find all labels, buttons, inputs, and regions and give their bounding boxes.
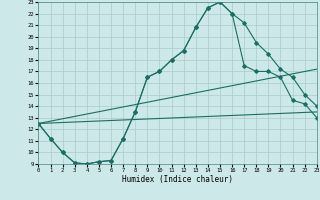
X-axis label: Humidex (Indice chaleur): Humidex (Indice chaleur) [122, 175, 233, 184]
